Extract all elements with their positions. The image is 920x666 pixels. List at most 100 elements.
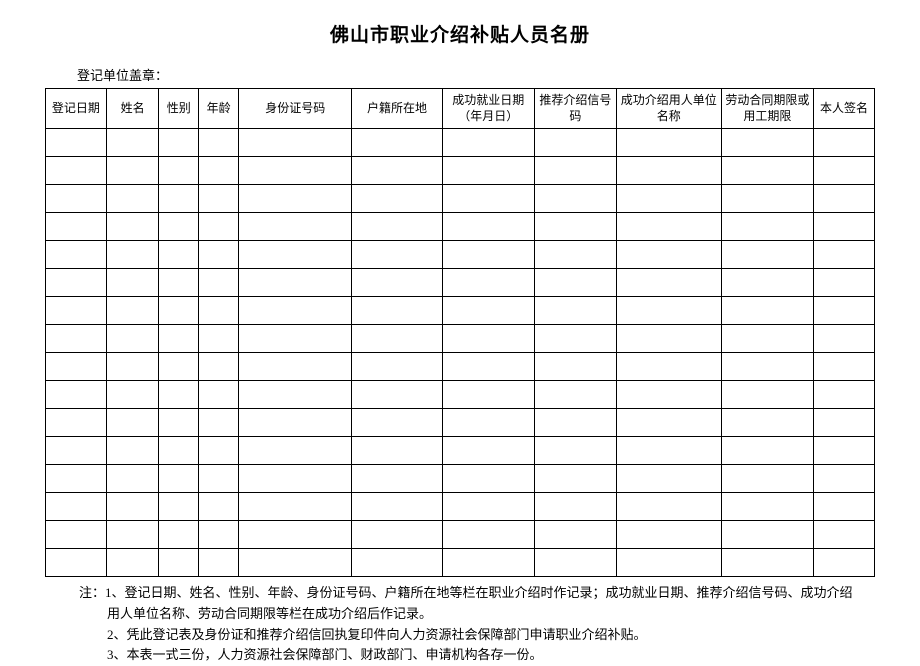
table-cell: [534, 409, 616, 437]
table-cell: [616, 129, 721, 157]
table-cell: [199, 185, 239, 213]
table-cell: [352, 269, 442, 297]
table-row: [46, 493, 875, 521]
table-cell: [721, 549, 813, 577]
table-cell: [616, 297, 721, 325]
table-cell: [239, 213, 352, 241]
table-cell: [106, 381, 158, 409]
table-cell: [159, 241, 199, 269]
table-cell: [352, 493, 442, 521]
table-cell: [442, 381, 534, 409]
table-cell: [46, 241, 107, 269]
table-cell: [199, 437, 239, 465]
table-cell: [721, 353, 813, 381]
table-cell: [616, 465, 721, 493]
table-cell: [46, 465, 107, 493]
col-header-jobdate: 成功就业日期（年月日）: [442, 89, 534, 129]
table-row: [46, 325, 875, 353]
table-cell: [721, 129, 813, 157]
table-cell: [106, 409, 158, 437]
table-cell: [159, 157, 199, 185]
table-cell: [199, 381, 239, 409]
table-cell: [159, 185, 199, 213]
table-cell: [442, 521, 534, 549]
table-cell: [46, 353, 107, 381]
table-cell: [442, 157, 534, 185]
col-header-location: 户籍所在地: [352, 89, 442, 129]
table-cell: [159, 549, 199, 577]
table-cell: [442, 129, 534, 157]
table-cell: [159, 129, 199, 157]
table-cell: [814, 129, 875, 157]
table-cell: [239, 241, 352, 269]
table-cell: [814, 213, 875, 241]
table-cell: [239, 381, 352, 409]
table-cell: [106, 157, 158, 185]
table-row: [46, 409, 875, 437]
table-cell: [46, 549, 107, 577]
table-cell: [721, 493, 813, 521]
table-cell: [159, 465, 199, 493]
table-cell: [442, 269, 534, 297]
table-cell: [46, 325, 107, 353]
table-cell: [616, 213, 721, 241]
table-cell: [721, 437, 813, 465]
table-cell: [721, 185, 813, 213]
table-cell: [534, 437, 616, 465]
table-cell: [721, 213, 813, 241]
col-header-refno: 推荐介绍信号码: [534, 89, 616, 129]
table-row: [46, 353, 875, 381]
table-cell: [814, 437, 875, 465]
table-cell: [616, 185, 721, 213]
table-cell: [721, 465, 813, 493]
table-cell: [239, 129, 352, 157]
stamp-label: 登记单位盖章：: [77, 65, 875, 84]
table-cell: [442, 437, 534, 465]
table-cell: [534, 213, 616, 241]
table-cell: [352, 325, 442, 353]
table-cell: [239, 549, 352, 577]
table-cell: [616, 241, 721, 269]
table-cell: [46, 269, 107, 297]
col-header-date: 登记日期: [46, 89, 107, 129]
col-header-employer: 成功介绍用人单位名称: [616, 89, 721, 129]
table-cell: [721, 381, 813, 409]
table-cell: [199, 409, 239, 437]
table-cell: [442, 325, 534, 353]
table-cell: [106, 269, 158, 297]
table-cell: [159, 297, 199, 325]
table-cell: [106, 353, 158, 381]
table-cell: [442, 549, 534, 577]
note-line-1: 注：1、登记日期、姓名、性别、年龄、身份证号码、户籍所在地等栏在职业介绍时作记录…: [107, 583, 875, 625]
table-cell: [814, 241, 875, 269]
table-cell: [106, 129, 158, 157]
table-cell: [46, 297, 107, 325]
table-cell: [442, 213, 534, 241]
table-cell: [616, 409, 721, 437]
table-cell: [159, 521, 199, 549]
table-cell: [442, 297, 534, 325]
table-row: [46, 437, 875, 465]
table-cell: [106, 521, 158, 549]
table-cell: [721, 241, 813, 269]
table-row: [46, 297, 875, 325]
table-cell: [814, 409, 875, 437]
col-header-gender: 性别: [159, 89, 199, 129]
table-cell: [159, 325, 199, 353]
table-cell: [106, 241, 158, 269]
table-cell: [106, 437, 158, 465]
table-cell: [239, 521, 352, 549]
table-cell: [616, 549, 721, 577]
table-cell: [721, 157, 813, 185]
table-cell: [814, 325, 875, 353]
table-cell: [534, 493, 616, 521]
table-cell: [814, 353, 875, 381]
table-cell: [721, 409, 813, 437]
table-cell: [46, 381, 107, 409]
table-cell: [199, 521, 239, 549]
table-cell: [534, 549, 616, 577]
table-cell: [814, 465, 875, 493]
col-header-contract: 劳动合同期限或用工期限: [721, 89, 813, 129]
table-cell: [159, 269, 199, 297]
table-cell: [534, 465, 616, 493]
